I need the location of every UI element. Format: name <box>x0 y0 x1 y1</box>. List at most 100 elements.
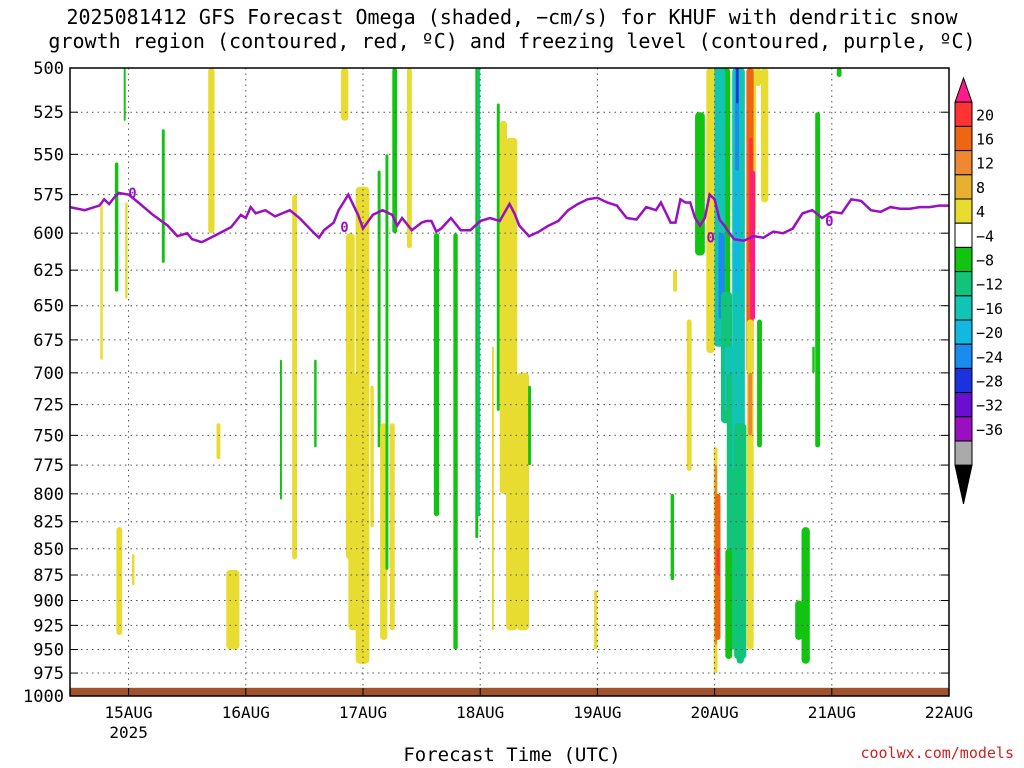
colorbar-swatch <box>954 174 973 200</box>
freezing-level-line <box>69 191 949 244</box>
y-tick-label: 925 <box>33 616 64 636</box>
y-tick-label: 1000 <box>23 687 64 707</box>
omega-cell <box>670 493 675 581</box>
contour-label: 0 <box>128 186 136 202</box>
colorbar-label: −28 <box>976 373 1003 391</box>
y-tick-label: 750 <box>33 426 64 446</box>
omega-cell <box>114 162 119 292</box>
colorbar-label: −16 <box>976 300 1003 318</box>
omega-cell <box>736 620 744 664</box>
x-tick-label: 20AUG <box>691 703 739 722</box>
contour-label: 0 <box>706 231 714 247</box>
surface-rect <box>70 687 949 696</box>
y-tick-label: 700 <box>33 364 64 384</box>
colorbar-swatch <box>954 319 973 345</box>
omega-cell <box>673 270 677 292</box>
omega-cell <box>477 233 481 517</box>
omega-cell <box>341 68 349 121</box>
colorbar-swatch <box>954 125 973 152</box>
omega-cell <box>760 68 769 203</box>
omega-cell <box>750 170 756 320</box>
y-tick-label: 525 <box>33 103 64 123</box>
y-tick-label: 975 <box>33 664 64 684</box>
omega-shading <box>100 68 842 674</box>
colorbar-arrow-top <box>954 76 973 103</box>
y-tick-label: 850 <box>33 540 64 560</box>
colorbar-swatch <box>954 246 973 273</box>
omega-cell <box>123 68 126 121</box>
omega-cell <box>226 569 240 650</box>
colorbar-label: 20 <box>976 106 994 124</box>
omega-cell <box>716 548 720 576</box>
x-tick-label: 17AUG <box>339 703 387 722</box>
omega-cell <box>506 137 518 631</box>
x-tick-label: 18AUG <box>456 703 504 722</box>
colorbar-label: −24 <box>976 348 1003 366</box>
omega-cell <box>734 423 747 660</box>
omega-cell <box>314 359 317 448</box>
colorbar-swatch <box>954 440 973 466</box>
omega-cell <box>734 170 740 292</box>
omega-cell <box>453 233 458 650</box>
colorbar-label: −32 <box>976 397 1003 415</box>
omega-cell <box>516 372 530 631</box>
y-tick-label: 550 <box>33 145 64 165</box>
omega-cell <box>815 112 821 448</box>
y-tick-label: 625 <box>33 261 64 281</box>
omega-cell <box>496 103 500 411</box>
omega-cell <box>279 359 282 500</box>
omega-cell <box>695 112 705 256</box>
plot-frame <box>69 67 950 697</box>
colorbar: 20 16 12 8 4 −4 −8 −12 −16 −20 −24 −28 −32 −36 <box>954 76 1003 505</box>
omega-cell <box>755 68 761 86</box>
chart-title-line-2: growth region (contoured, red, ºC) and f… <box>48 29 976 53</box>
y-tick-label: 825 <box>33 513 64 533</box>
x-tick-label: 21AUG <box>808 703 856 722</box>
omega-cell <box>433 233 440 517</box>
y-tick-label: 500 <box>33 59 64 79</box>
colorbar-swatch <box>954 222 973 248</box>
x-tick-label: 19AUG <box>573 703 621 722</box>
surface-band <box>70 687 949 696</box>
omega-cell <box>528 385 531 466</box>
omega-cell <box>100 202 103 360</box>
y-axis-tick-labels: 500 525 550 575 600 625 650 675 700 725 750 775 800 8… <box>23 59 64 707</box>
omega-cell <box>355 186 370 664</box>
colorbar-arrow-bottom <box>954 464 973 505</box>
credit-text: coolwx.com/models <box>860 744 1014 762</box>
omega-cell <box>757 319 762 448</box>
omega-cell <box>812 346 815 373</box>
omega-cell <box>836 68 842 78</box>
x-axis-label: Forecast Time (UTC) <box>403 744 621 766</box>
x-tick-label: 16AUG <box>222 703 270 722</box>
y-tick-label: 600 <box>33 224 64 244</box>
contour-label: 0 <box>825 214 833 230</box>
omega-cell <box>292 194 298 560</box>
omega-cell <box>499 120 508 494</box>
omega-cell <box>385 154 389 570</box>
y-tick-label: 650 <box>33 297 64 317</box>
omega-cell <box>161 129 165 263</box>
omega-cell <box>392 68 398 234</box>
colorbar-label: 12 <box>976 155 994 173</box>
omega-cell <box>389 423 395 631</box>
omega-cell <box>686 319 692 471</box>
colorbar-swatch <box>954 295 973 321</box>
omega-cell <box>706 68 715 354</box>
omega-cell <box>132 554 135 586</box>
colorbar-label: −12 <box>976 276 1003 294</box>
colorbar-label: −36 <box>976 421 1003 439</box>
x-tick-label: 15AUG <box>105 703 153 722</box>
y-tick-label: 775 <box>33 456 64 476</box>
omega-cell <box>795 600 803 640</box>
omega-cell <box>208 68 215 234</box>
omega-cell <box>370 385 374 528</box>
colorbar-swatch <box>954 271 973 297</box>
colorbar-label: −4 <box>976 227 994 245</box>
y-tick-label: 725 <box>33 396 64 416</box>
colorbar-label: −8 <box>976 252 994 270</box>
omega-cell <box>377 170 381 448</box>
colorbar-label: 16 <box>976 131 994 149</box>
